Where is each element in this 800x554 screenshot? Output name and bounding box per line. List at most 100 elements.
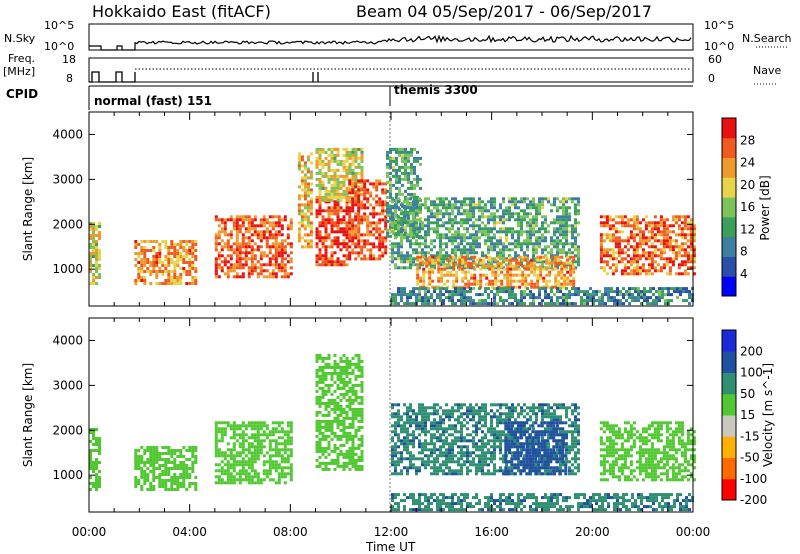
heatmap-cell <box>191 252 195 255</box>
heatmap-cell <box>553 218 556 222</box>
heatmap-cell <box>692 251 696 255</box>
heatmap-cell <box>602 248 606 252</box>
heatmap-cell <box>574 221 577 225</box>
heatmap-cell <box>463 233 466 237</box>
heatmap-cell <box>418 466 421 470</box>
heatmap-cell <box>241 251 245 255</box>
heatmap-cell <box>336 159 340 163</box>
heatmap-cell <box>559 251 562 255</box>
heatmap-cell <box>415 212 418 216</box>
heatmap-cell <box>303 224 307 228</box>
heatmap-cell <box>297 164 301 168</box>
heatmap-cell <box>321 446 325 450</box>
heatmap-cell <box>167 255 171 258</box>
heatmap-cell <box>536 255 540 259</box>
heatmap-cell <box>381 242 385 246</box>
heatmap-cell <box>185 261 189 264</box>
heatmap-cell <box>449 270 453 274</box>
heatmap-cell <box>520 200 523 204</box>
heatmap-cell <box>457 221 460 225</box>
heatmap-cell <box>327 162 331 166</box>
heatmap-cell <box>315 395 319 399</box>
heatmap-cell <box>406 266 409 270</box>
heatmap-cell <box>351 401 355 405</box>
heatmap-cell <box>321 392 325 396</box>
heatmap-cell <box>664 293 667 297</box>
heatmap-cell <box>363 212 367 216</box>
heatmap-cell <box>526 224 529 228</box>
heatmap-cell <box>155 461 159 464</box>
heatmap-cell <box>173 282 177 285</box>
heatmap-cell <box>616 290 619 294</box>
heatmap-cell <box>357 218 361 222</box>
heatmap-cell <box>494 282 498 286</box>
heatmap-cell <box>386 189 389 193</box>
heatmap-cell <box>529 203 532 207</box>
heatmap-cell <box>378 242 382 246</box>
heatmap-cell <box>235 224 239 228</box>
heatmap-cell <box>232 445 236 449</box>
heatmap-cell <box>481 230 484 234</box>
heatmap-cell <box>244 260 248 264</box>
heatmap-cell <box>607 290 610 294</box>
heatmap-cell <box>333 221 337 225</box>
heatmap-cell <box>235 272 239 276</box>
heatmap-cell <box>391 299 394 303</box>
heatmap-cell <box>541 287 544 291</box>
heatmap-cell <box>321 147 325 151</box>
heatmap-cell <box>409 454 412 458</box>
heatmap-cell <box>155 276 159 279</box>
heatmap-cell <box>182 270 186 273</box>
heatmap-cell <box>375 257 379 261</box>
heatmap-cell <box>472 212 475 216</box>
heatmap-cell <box>566 261 570 265</box>
heatmap-cell <box>400 469 403 473</box>
heatmap-cell <box>466 299 469 303</box>
heatmap-cell <box>494 279 498 283</box>
heatmap-cell <box>333 401 337 405</box>
heatmap-cell <box>569 255 573 259</box>
heatmap-cell <box>259 442 263 446</box>
heatmap-cell <box>476 282 480 286</box>
heatmap-cell <box>241 430 245 434</box>
heatmap-cell <box>529 218 532 222</box>
heatmap-cell <box>386 171 389 175</box>
heatmap-cell <box>412 215 415 219</box>
heatmap-cell <box>289 475 293 479</box>
heatmap-cell <box>256 224 260 228</box>
heatmap-cell <box>481 209 484 213</box>
heatmap-cell <box>392 231 395 235</box>
heatmap-cell <box>188 473 192 476</box>
heatmap-cell <box>289 242 293 246</box>
heatmap-cell <box>616 287 619 291</box>
heatmap-cell <box>283 269 287 273</box>
heatmap-cell <box>563 279 567 283</box>
heatmap-cell <box>289 448 293 452</box>
heatmap-cell <box>348 425 352 429</box>
heatmap-cell <box>404 165 407 169</box>
heatmap-cell <box>632 266 636 270</box>
heatmap-cell <box>448 200 451 204</box>
heatmap-cell <box>164 243 168 246</box>
heatmap-cell <box>512 264 516 268</box>
heatmap-cell <box>336 180 340 184</box>
heatmap-cell <box>439 224 442 228</box>
heatmap-cell <box>386 195 389 199</box>
heatmap-cell <box>421 460 424 464</box>
heatmap-cell <box>89 246 92 249</box>
heatmap-cell <box>336 386 340 390</box>
heatmap-cell <box>514 197 517 201</box>
heatmap-cell <box>460 206 463 210</box>
heatmap-cell <box>229 481 233 485</box>
heatmap-cell <box>357 458 361 462</box>
heatmap-cell <box>92 222 95 225</box>
heatmap-cell <box>339 183 343 187</box>
heatmap-cell <box>357 239 361 243</box>
heatmap-cell <box>404 207 407 211</box>
colorbar-swatch <box>722 197 736 218</box>
heatmap-cell <box>529 239 532 243</box>
heatmap-cell <box>509 261 513 265</box>
heatmap-cell <box>140 446 144 449</box>
heatmap-cell <box>226 269 230 273</box>
heatmap-cell <box>98 461 101 464</box>
